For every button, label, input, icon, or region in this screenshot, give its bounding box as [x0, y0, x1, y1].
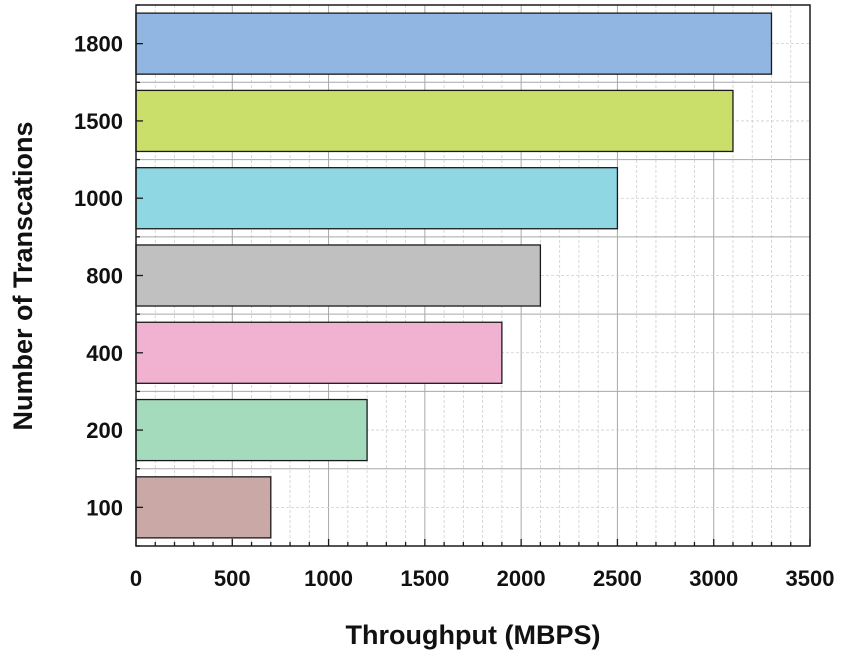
y-tick-label: 400: [86, 341, 123, 366]
x-tick-label: 1500: [400, 566, 449, 591]
y-tick-label: 200: [86, 418, 123, 443]
bar: [135, 398, 368, 462]
x-tick-labels: 0 500 1000 1500 2000 2500 3000 3500: [130, 566, 835, 591]
y-tick-label: 1500: [74, 109, 123, 134]
x-tick-label: 2500: [593, 566, 642, 591]
bar: [135, 476, 272, 539]
y-tick-label: 1800: [74, 32, 123, 57]
axis-ticks: [135, 4, 811, 547]
x-tick-label: 3000: [689, 566, 738, 591]
x-tick-label: 0: [130, 566, 142, 591]
bars: [135, 12, 773, 539]
bar: [135, 167, 619, 230]
bar: [135, 244, 542, 307]
x-tick-label: 3500: [786, 566, 835, 591]
y-tick-label: 800: [86, 264, 123, 289]
y-axis-title: Number of Transcations: [8, 121, 38, 430]
x-tick-label: 500: [214, 566, 251, 591]
bar: [135, 321, 503, 384]
y-tick-label: 1000: [74, 186, 123, 211]
y-tick-label: 100: [86, 495, 123, 520]
y-tick-labels: 100 200 400 800 1000 1500 1800: [74, 32, 123, 521]
bar: [135, 89, 734, 153]
x-axis-title: Throughput (MBPS): [346, 620, 601, 650]
x-tick-label: 1000: [304, 566, 353, 591]
x-tick-label: 2000: [497, 566, 546, 591]
bar: [135, 12, 773, 75]
